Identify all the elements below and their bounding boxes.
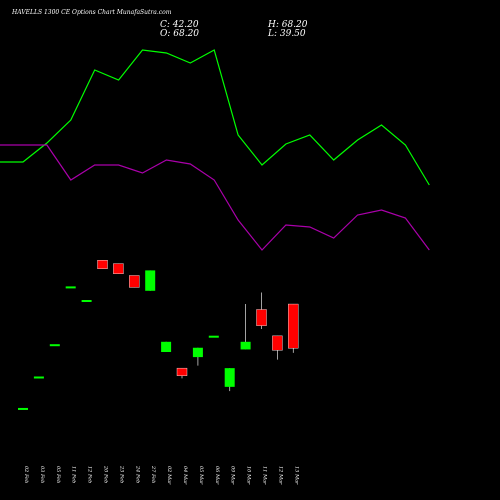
candle-05-mar — [192, 347, 203, 366]
candle-13-mar — [288, 303, 299, 353]
candle-06-mar — [208, 335, 219, 338]
candle-body — [272, 335, 283, 351]
candle-body — [256, 309, 267, 326]
low-value: L: 39.50 — [268, 29, 306, 39]
candle-body — [240, 341, 251, 350]
x-tick-label: 02 Mar — [166, 466, 172, 485]
candle-body — [65, 286, 76, 289]
candle-body — [33, 376, 44, 379]
candle-body — [176, 367, 188, 376]
x-tick-label: 04 Mar — [182, 466, 188, 485]
candle-04-mar — [176, 367, 188, 379]
x-tick-label: 12 Feb — [87, 466, 93, 483]
x-tick-label: 05 Feb — [55, 466, 61, 483]
candle-body — [113, 263, 124, 275]
candle-24-feb — [129, 275, 140, 288]
candle-20-feb — [97, 260, 108, 269]
candle-11-mar — [256, 292, 267, 330]
x-tick-label: 12 Mar — [277, 466, 283, 485]
x-tick-label: 11 Mar — [262, 466, 268, 485]
candle-12-mar — [272, 335, 283, 360]
x-tick-label: 09 Mar — [230, 466, 236, 485]
candle-10-mar — [240, 304, 251, 350]
candle-11-feb — [65, 286, 76, 289]
x-tick-label: 24 Feb — [134, 465, 140, 483]
candle-27-feb — [145, 270, 156, 291]
candle-body — [224, 368, 235, 387]
candle-23-feb — [113, 263, 124, 275]
lower-band-line — [0, 144, 430, 251]
candle-02-feb — [18, 407, 28, 410]
x-tick-label: 05 Mar — [198, 466, 204, 485]
x-tick-label: 20 Feb — [103, 465, 109, 483]
x-tick-label: 11 Feb — [71, 466, 77, 483]
candle-05-feb — [49, 344, 60, 347]
candle-body — [192, 347, 203, 358]
x-tick-label: 06 Mar — [214, 466, 220, 485]
x-tick-label: 02 Feb — [23, 466, 29, 483]
candle-body — [18, 407, 28, 410]
x-tick-label: 03 Feb — [39, 466, 45, 483]
open-value: O: 68.20 — [160, 29, 200, 39]
candle-body — [208, 335, 219, 338]
upper-band-line — [0, 49, 430, 186]
candle-02-mar — [161, 341, 172, 352]
candle-body — [288, 303, 299, 349]
candle-body — [145, 270, 156, 291]
candle-12-feb — [81, 300, 92, 302]
high-value: H: 68.20 — [268, 20, 308, 30]
candle-body — [49, 344, 60, 347]
x-tick-label: 13 Mar — [293, 466, 299, 485]
candle-body — [97, 260, 108, 269]
x-tick-label: 10 Mar — [246, 466, 252, 485]
x-tick-label: 27 Feb — [150, 465, 156, 483]
close-value: C: 42.20 — [160, 20, 199, 30]
candle-body — [129, 275, 140, 288]
x-tick-label: 23 Feb — [118, 465, 124, 483]
candle-body — [81, 300, 92, 302]
chart-title: HAVELLS 1300 CE Options Chart MunafaSutr… — [12, 9, 172, 16]
candle-03-feb — [33, 376, 44, 379]
candle-body — [161, 341, 172, 352]
candle-09-mar — [224, 368, 235, 392]
